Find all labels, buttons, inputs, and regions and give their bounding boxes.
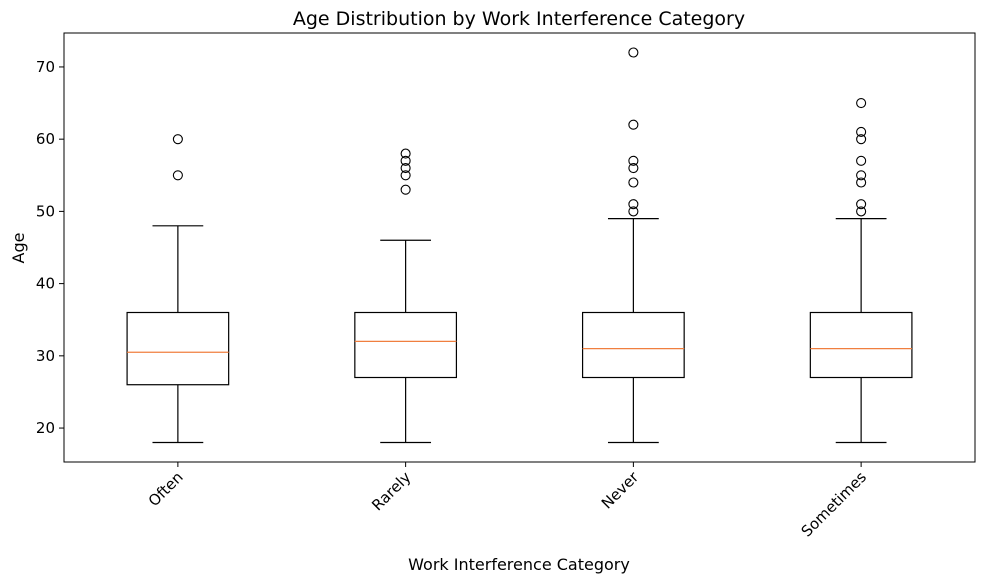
outlier-point: [628, 163, 639, 174]
box-rarely: [354, 148, 458, 444]
outlier-point: [172, 170, 183, 181]
outlier-point: [628, 199, 639, 210]
outlier-point: [628, 177, 639, 188]
y-tick-label: 30: [36, 347, 55, 365]
x-tick-label: Rarely: [368, 468, 414, 514]
y-tick-label: 20: [36, 419, 55, 437]
outlier-point: [628, 155, 639, 166]
y-tick-label: 50: [36, 202, 55, 220]
outlier-point: [856, 199, 867, 210]
x-tick-label: Often: [145, 468, 187, 510]
outlier-point: [628, 206, 639, 217]
outlier-point: [400, 148, 411, 159]
y-tick-label: 70: [36, 58, 55, 76]
outlier-point: [400, 184, 411, 195]
chart-title: Age Distribution by Work Interference Ca…: [293, 8, 745, 30]
outlier-point: [856, 155, 867, 166]
iqr-box: [354, 311, 458, 379]
y-tick-label: 60: [36, 130, 55, 148]
boxes-group: [126, 47, 913, 444]
iqr-box: [809, 311, 913, 379]
y-axis: 20 30 40 50 60 70: [36, 58, 64, 437]
iqr-box: [126, 311, 230, 386]
y-tick-label: 40: [36, 275, 55, 293]
x-axis: Often Rarely Never Sometimes: [145, 462, 870, 540]
outlier-point: [856, 170, 867, 181]
x-tick-label: Sometimes: [798, 468, 870, 540]
x-axis-label: Work Interference Category: [408, 555, 630, 574]
outlier-point: [856, 206, 867, 217]
outlier-point: [856, 98, 867, 109]
outlier-point: [400, 163, 411, 174]
box-often: [126, 134, 230, 444]
outlier-point: [172, 134, 183, 145]
outlier-point: [400, 170, 411, 181]
plot-frame: [63, 32, 976, 463]
outlier-point: [856, 126, 867, 137]
outlier-point: [856, 177, 867, 188]
box-never: [581, 47, 685, 444]
outlier-point: [856, 134, 867, 145]
y-axis-label: Age: [9, 233, 28, 264]
outlier-point: [400, 155, 411, 166]
outlier-point: [628, 119, 639, 130]
box-sometimes: [809, 98, 913, 444]
iqr-box: [581, 311, 685, 379]
outlier-point: [628, 47, 639, 58]
x-tick-label: Never: [598, 468, 643, 513]
